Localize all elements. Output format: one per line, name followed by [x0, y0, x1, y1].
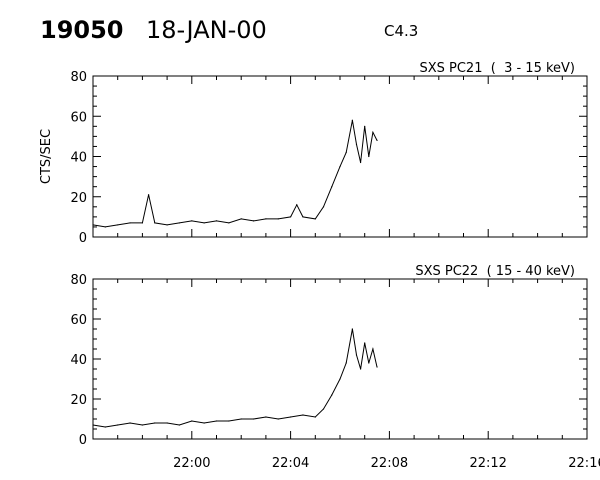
data-point	[147, 194, 150, 196]
data-point	[372, 348, 374, 350]
data-point	[215, 420, 218, 422]
data-point	[252, 418, 255, 420]
data-point	[178, 424, 181, 426]
data-point	[322, 206, 325, 208]
data-point	[191, 220, 193, 222]
data-point	[345, 362, 347, 364]
data-point	[277, 218, 279, 220]
data-point	[265, 416, 267, 418]
data-point	[331, 186, 333, 188]
data-point	[355, 143, 358, 146]
data-point	[178, 222, 181, 224]
data-point	[154, 222, 156, 224]
data-point	[339, 165, 341, 168]
data-point	[117, 224, 119, 226]
data-point	[376, 366, 378, 368]
data-point	[240, 418, 242, 420]
data-point	[252, 220, 255, 222]
x-tick-label: 22:12	[469, 456, 506, 471]
data-point	[104, 226, 106, 228]
data-point	[296, 204, 298, 206]
data-point	[228, 222, 230, 224]
data-point	[376, 139, 378, 141]
data-point	[322, 408, 325, 410]
x-tick-label: 22:04	[272, 456, 309, 471]
data-point	[215, 220, 218, 222]
data-point	[203, 422, 205, 424]
data-point	[302, 216, 304, 218]
data-point	[359, 368, 362, 370]
data-point	[302, 414, 304, 416]
data-point	[154, 422, 156, 424]
data-point	[117, 424, 119, 426]
data-point	[364, 342, 366, 344]
series-line	[92, 328, 378, 428]
data-point	[203, 222, 205, 224]
data-point	[359, 161, 362, 164]
x-tick-label: 22:00	[173, 456, 210, 471]
data-point	[368, 362, 370, 364]
date-label: 18-JAN-00	[146, 16, 267, 44]
data-point	[368, 155, 370, 158]
data-point	[228, 420, 230, 422]
data-point	[331, 394, 333, 396]
flare-class-label: C4.3	[384, 22, 419, 40]
data-point	[351, 119, 353, 121]
data-point	[355, 354, 358, 356]
data-point	[92, 424, 94, 426]
data-point	[364, 125, 366, 127]
y-tick-label: 20	[70, 191, 87, 206]
data-point	[191, 420, 193, 422]
data-point	[339, 378, 341, 380]
panel-title: SXS PC22 ( 15 - 40 keV)	[415, 264, 575, 279]
data-point	[314, 218, 316, 220]
y-tick-label: 20	[70, 393, 87, 408]
data-point	[141, 424, 143, 426]
data-point	[141, 222, 143, 224]
y-tick-label: 40	[70, 353, 87, 368]
plot-frame	[92, 75, 588, 238]
data-point	[314, 416, 316, 418]
y-tick-label: 80	[70, 70, 87, 85]
y-axis-label: CTS/SEC	[39, 129, 54, 184]
data-point	[277, 418, 279, 420]
data-point	[290, 216, 292, 218]
data-point	[345, 151, 347, 154]
data-point	[129, 222, 131, 224]
plot-frame	[92, 278, 588, 440]
data-point	[166, 422, 168, 424]
y-tick-label: 40	[70, 151, 87, 166]
x-tick-label: 22:16	[568, 456, 600, 471]
data-point	[129, 422, 131, 424]
y-tick-label: 60	[70, 313, 87, 328]
x-tick-label: 22:08	[371, 456, 408, 471]
data-point	[372, 131, 374, 133]
data-point	[351, 328, 353, 330]
data-point	[265, 218, 267, 220]
data-point	[290, 416, 292, 418]
y-tick-label: 0	[79, 433, 87, 448]
y-tick-label: 80	[70, 273, 87, 288]
series-line	[92, 120, 378, 228]
data-point	[240, 218, 242, 220]
y-tick-label: 0	[79, 231, 87, 246]
data-point	[166, 224, 168, 226]
data-point	[92, 224, 94, 226]
panel-title: SXS PC21 ( 3 - 15 keV)	[419, 61, 575, 76]
data-point	[104, 426, 106, 428]
event-id-label: 19050	[40, 16, 124, 44]
y-tick-label: 60	[70, 110, 87, 125]
